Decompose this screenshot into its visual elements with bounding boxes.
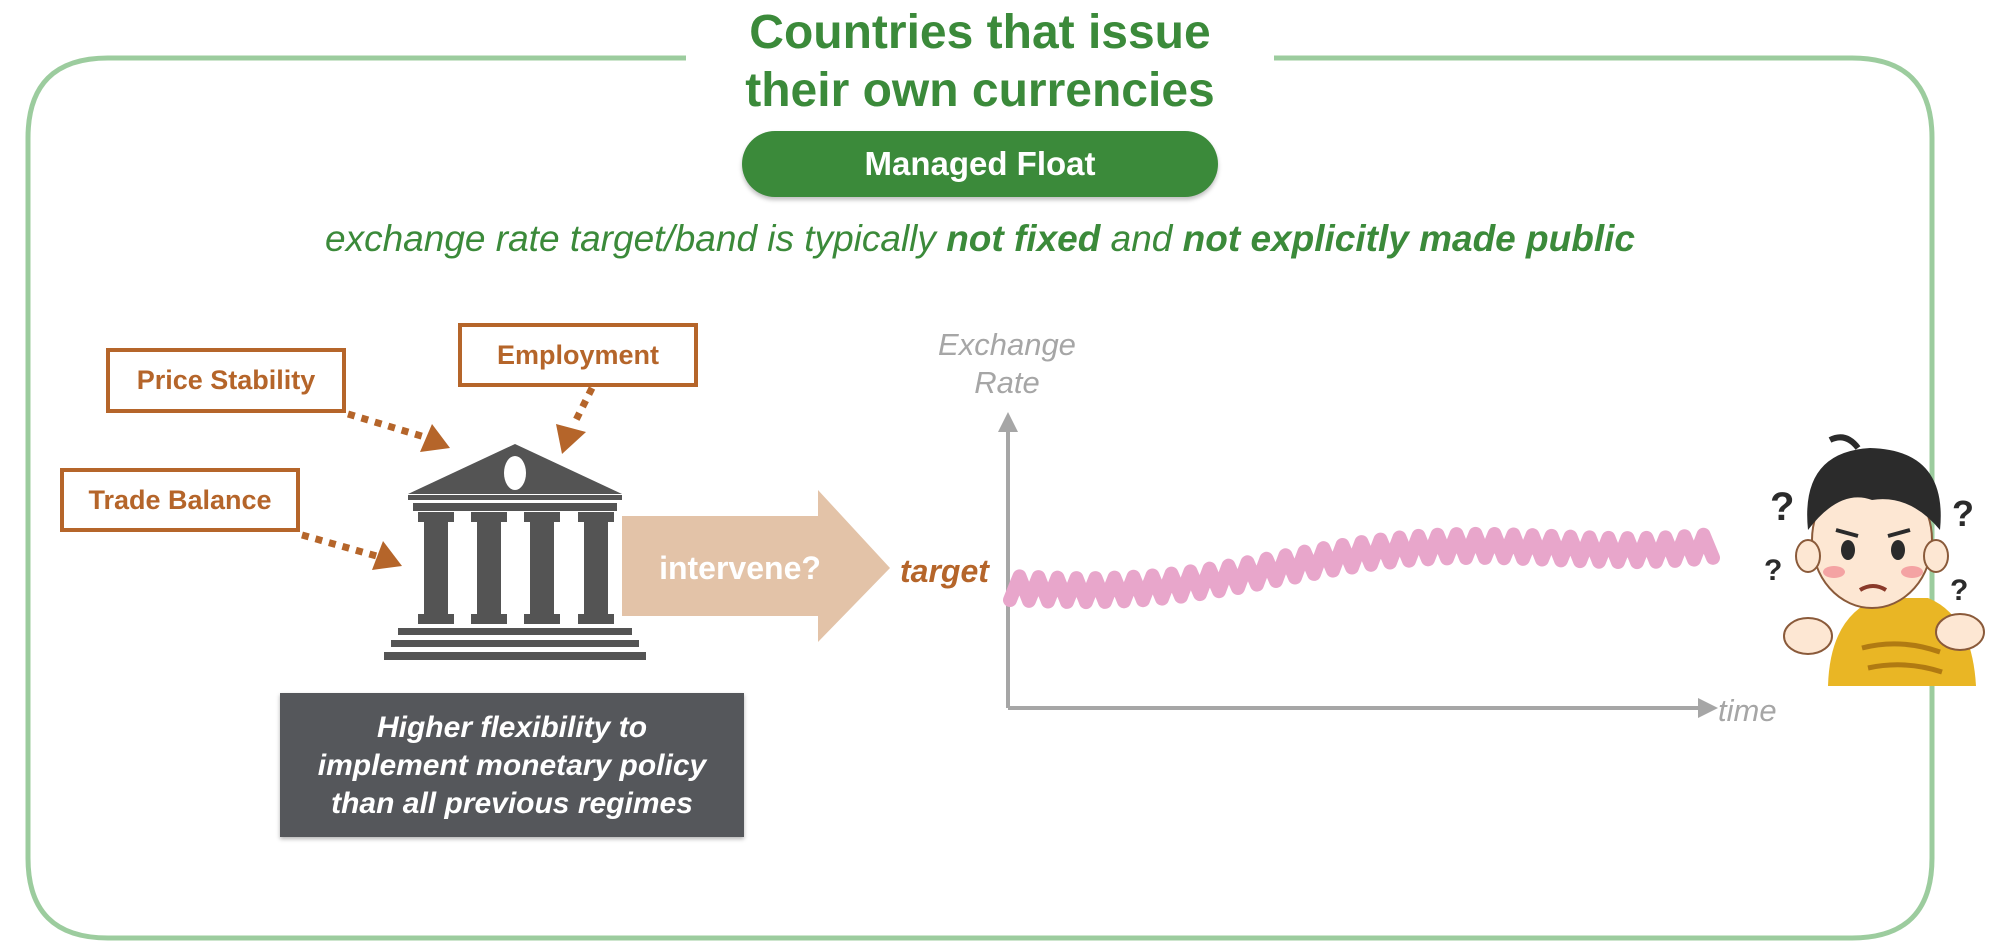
policy-line-2: implement monetary policy (317, 749, 707, 782)
description-emphasis-2: not explicitly made public (1182, 218, 1635, 259)
svg-text:?: ? (1950, 574, 1968, 607)
svg-text:?: ? (1764, 554, 1782, 587)
intervene-arrow (622, 490, 890, 642)
description-emphasis-1: not fixed (946, 218, 1101, 259)
svg-text:?: ? (1952, 493, 1974, 534)
policy-flexibility-box: Higher flexibility to implement monetary… (280, 693, 744, 837)
title-line-2: their own currencies (745, 64, 1215, 117)
regime-description: exchange rate target/band is typically n… (150, 214, 1810, 264)
description-part-2: and (1100, 218, 1183, 259)
policy-line-3: than all previous regimes (331, 787, 693, 820)
y-axis-label-line-2: Rate (974, 365, 1040, 400)
goal-trade-balance: Trade Balance (60, 468, 300, 532)
y-axis-label: Exchange Rate (900, 326, 1114, 402)
x-axis-label: time (1718, 693, 1777, 728)
description-part-1: exchange rate target/band is typically (325, 218, 947, 259)
regime-label: Managed Float (742, 131, 1218, 197)
y-axis-label-line-1: Exchange (938, 327, 1076, 362)
target-label: target (900, 553, 989, 589)
chart-axes (998, 412, 1718, 718)
goal-price-stability: Price Stability (106, 348, 346, 413)
policy-line-1: Higher flexibility to (376, 711, 648, 744)
svg-text:?: ? (1770, 485, 1794, 529)
goal-employment: Employment (458, 323, 698, 387)
title-line-1: Countries that issue (749, 6, 1211, 59)
page-title: Countries that issue their own currencie… (680, 4, 1280, 120)
goal-arrows (301, 386, 596, 570)
exchange-rate-line (1003, 526, 1720, 610)
bank-building-icon (384, 444, 646, 660)
confused-child-icon: ? ? ? ? (1764, 434, 1985, 686)
intervene-label: intervene? (659, 550, 821, 586)
